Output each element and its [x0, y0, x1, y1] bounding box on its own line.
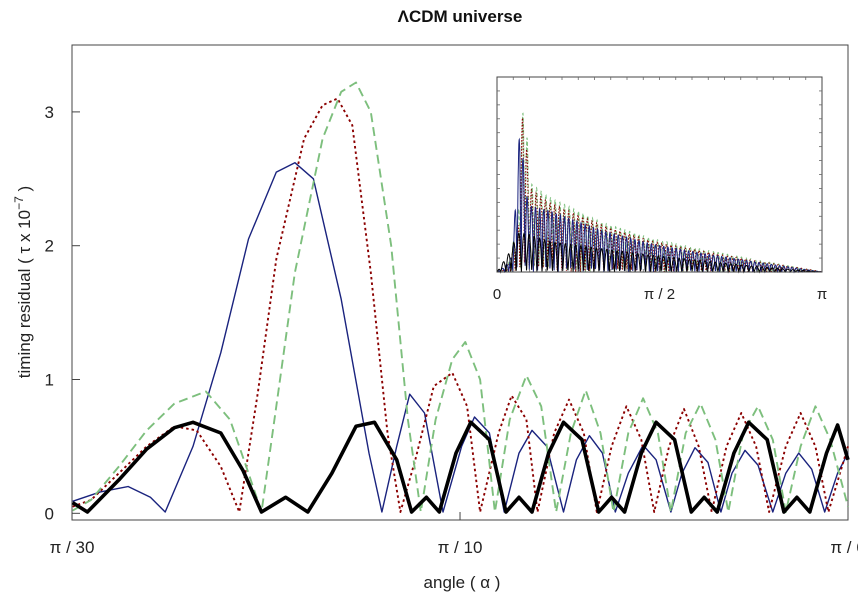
inset-series-group: [496, 112, 822, 274]
svg-text:timing residual ( τ x 10−7 ): timing residual ( τ x 10−7 ): [12, 186, 34, 378]
series-line-1: [72, 97, 849, 513]
y-tick-label: 2: [45, 237, 54, 256]
series-line-0: [72, 162, 849, 513]
y-tick-label: 0: [45, 504, 54, 523]
y-axis-label-prefix: timing residual ( τ x 10: [15, 210, 34, 378]
x-axis-label: angle ( α ): [424, 573, 501, 592]
series-line-3: [71, 420, 850, 514]
inset-x-tick-label: π / 2: [644, 286, 675, 303]
main-series-group: [71, 81, 850, 514]
y-axis-label: timing residual ( τ x 10−7 ): [12, 186, 34, 378]
inset-chart: 0 π / 2 π: [493, 76, 827, 303]
main-axis-ticks: π / 30 π / 10 π / 6 0 1 2 3: [45, 103, 858, 557]
inset-series-line-3: [496, 232, 822, 274]
x-tick-label: π / 10: [438, 538, 483, 557]
chart-title: ΛCDM universe: [398, 7, 523, 26]
y-axis-label-exponent: −7: [12, 196, 26, 210]
inset-series-line-2: [496, 137, 822, 274]
inset-x-tick-label: π: [817, 286, 827, 303]
series-line-2: [72, 81, 849, 513]
x-tick-label: π / 30: [50, 538, 95, 557]
inset-series-line-0: [497, 112, 822, 274]
inset-x-tick-label: 0: [493, 286, 501, 303]
y-axis-label-suffix: ): [15, 186, 34, 196]
y-tick-label: 1: [45, 371, 54, 390]
x-tick-label: π / 6: [830, 538, 858, 557]
inset-axis-ticks: 0 π / 2 π: [493, 77, 827, 303]
y-tick-label: 3: [45, 103, 54, 122]
